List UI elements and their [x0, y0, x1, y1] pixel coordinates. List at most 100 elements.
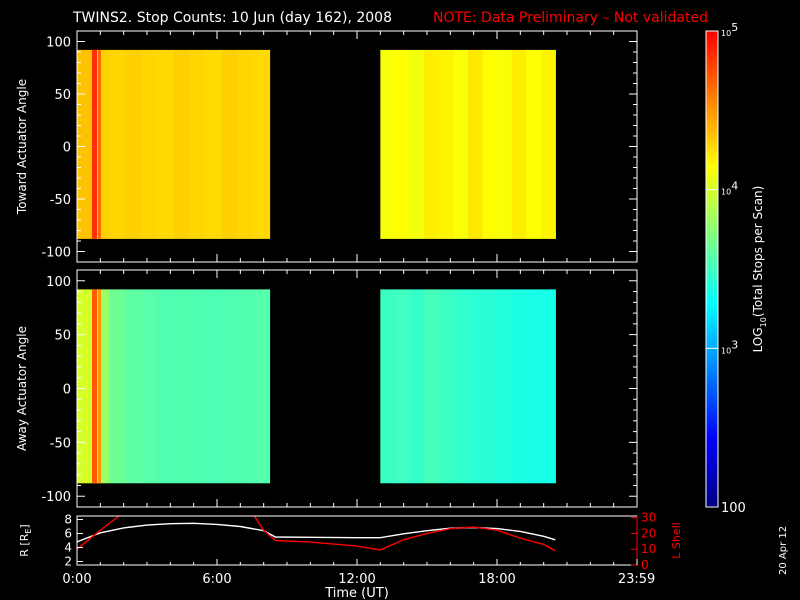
- heatmap-cell: [497, 49, 513, 239]
- heatmap-cell: [237, 289, 255, 484]
- lshell-tick-label: 30: [641, 511, 656, 525]
- heatmap-edge-cell: [98, 49, 101, 239]
- r-tick-label: 8: [64, 513, 72, 527]
- heatmap-cell: [253, 49, 271, 239]
- r-tick-label: 4: [64, 541, 72, 555]
- heatmap-cell: [526, 289, 542, 484]
- colorbar-tick-label: 105: [721, 21, 738, 38]
- r-tick-label: 2: [64, 555, 72, 569]
- y-tick-label: 50: [54, 329, 71, 344]
- heatmap-cell: [157, 49, 174, 239]
- lshell-tick-label: 10: [641, 542, 656, 556]
- colorbar-tick-label: 100: [721, 501, 746, 516]
- r-tick-label: 6: [64, 527, 72, 541]
- y-tick-label: 0: [63, 141, 71, 156]
- heatmap-cell: [205, 49, 222, 239]
- heatmap-cell: [125, 289, 142, 484]
- heatmap-cell: [394, 289, 411, 484]
- chart-title: TWINS2. Stop Counts: 10 Jun (day 162), 2…: [72, 10, 392, 26]
- heatmap-cell: [497, 289, 513, 484]
- heatmap-cell: [125, 49, 142, 239]
- heatmap-cell: [453, 289, 469, 484]
- colorbar-label: LOG10(Total Stops per Scan): [751, 186, 768, 353]
- y-tick-label: -100: [41, 246, 71, 261]
- heatmap-cell: [77, 289, 94, 484]
- heatmap-cell: [221, 49, 239, 239]
- away-heatmap-panel: 100 50 0 -50 -100 Away Actuator Angle: [15, 269, 638, 508]
- heatmap-cell: [438, 289, 454, 484]
- heatmap-cell: [511, 289, 527, 484]
- y-tick-label: -100: [41, 490, 71, 505]
- lshell-series-line: [253, 516, 556, 552]
- y-tick-label: 50: [54, 88, 71, 103]
- x-tick-label: 18:00: [478, 572, 515, 587]
- heatmap-cell: [409, 289, 425, 484]
- heatmap-cell: [253, 289, 271, 484]
- y-tick-label: 100: [46, 36, 71, 51]
- lshell-axis-label: L Shell: [670, 522, 683, 558]
- heatmap-cell: [526, 49, 542, 239]
- heatmap-cell: [109, 289, 126, 484]
- heatmap-cell: [221, 289, 239, 484]
- heatmap-cell: [424, 49, 440, 239]
- colorbar-ticks: 105 104 103 100: [706, 21, 746, 516]
- heatmap-cell: [453, 49, 469, 239]
- heatmap-cell: [467, 289, 484, 484]
- colorbar: 105 104 103 100 LOG10(Total Stops per Scan): [705, 21, 768, 516]
- toward-heatmap-panel: 100 50 0 -50 -100 Toward Actuator Angle: [15, 30, 638, 263]
- heatmap-cell: [173, 289, 190, 484]
- y-tick-label: -50: [50, 193, 71, 208]
- y-tick-label: 0: [63, 383, 71, 398]
- heatmap-cell: [173, 49, 190, 239]
- heatmap-cell: [157, 289, 174, 484]
- r-axis-label: R [RE]: [18, 524, 33, 556]
- panel-frame: [76, 515, 638, 566]
- heatmap-cell: [93, 49, 110, 239]
- heatmap-edge-cell: [92, 289, 97, 484]
- heatmap-cell: [380, 49, 396, 239]
- heatmap-cell: [540, 289, 556, 484]
- lshell-tick-label: 0: [641, 558, 649, 572]
- heatmap-cell: [237, 49, 255, 239]
- heatmap-cell: [394, 49, 411, 239]
- heatmap-cell: [380, 289, 396, 484]
- y-tick-label: 100: [46, 275, 71, 290]
- date-stamp: 20 Apr 12: [778, 526, 789, 575]
- heatmap-cell: [109, 49, 126, 239]
- heatmap-cell: [409, 49, 425, 239]
- heatmap-cell: [438, 49, 454, 239]
- y-axis-label: Toward Actuator Angle: [15, 79, 29, 215]
- heatmap-cell: [141, 49, 158, 239]
- chart-note: NOTE: Data Preliminary – Not validated: [433, 10, 708, 26]
- heatmap-cell: [189, 289, 206, 484]
- lshell-tick-label: 20: [641, 526, 656, 540]
- r-series-line: [77, 522, 556, 543]
- orbit-lines: [77, 516, 556, 552]
- heatmap-cell: [205, 289, 222, 484]
- x-tick-label: 0:00: [62, 572, 91, 587]
- heatmap-cell: [77, 49, 94, 239]
- heatmap-edge-cell: [92, 49, 97, 239]
- heatmap-cell: [189, 49, 206, 239]
- heatmap-cell: [540, 49, 556, 239]
- lshell-series-line: [77, 516, 120, 550]
- heatmap-cell: [482, 49, 498, 239]
- y-tick-label: -50: [50, 436, 71, 451]
- x-tick-label: 12:00: [338, 572, 375, 587]
- x-tick-label: 6:00: [202, 572, 231, 587]
- y-axis-label: Away Actuator Angle: [15, 326, 29, 451]
- colorbar-gradient: [706, 31, 718, 507]
- heatmap-cell: [141, 289, 158, 484]
- heatmap-cell: [467, 49, 484, 239]
- x-tick-label: 23:59: [618, 572, 655, 587]
- heatmap-cell: [482, 289, 498, 484]
- colorbar-tick-label: 104: [721, 180, 738, 197]
- heatmap-cell: [424, 289, 440, 484]
- heatmap-cell: [511, 49, 527, 239]
- heatmap-cell: [93, 289, 110, 484]
- x-axis-label: Time (UT): [324, 586, 389, 600]
- colorbar-tick-label: 103: [721, 338, 738, 355]
- heatmap-edge-cell: [98, 289, 101, 484]
